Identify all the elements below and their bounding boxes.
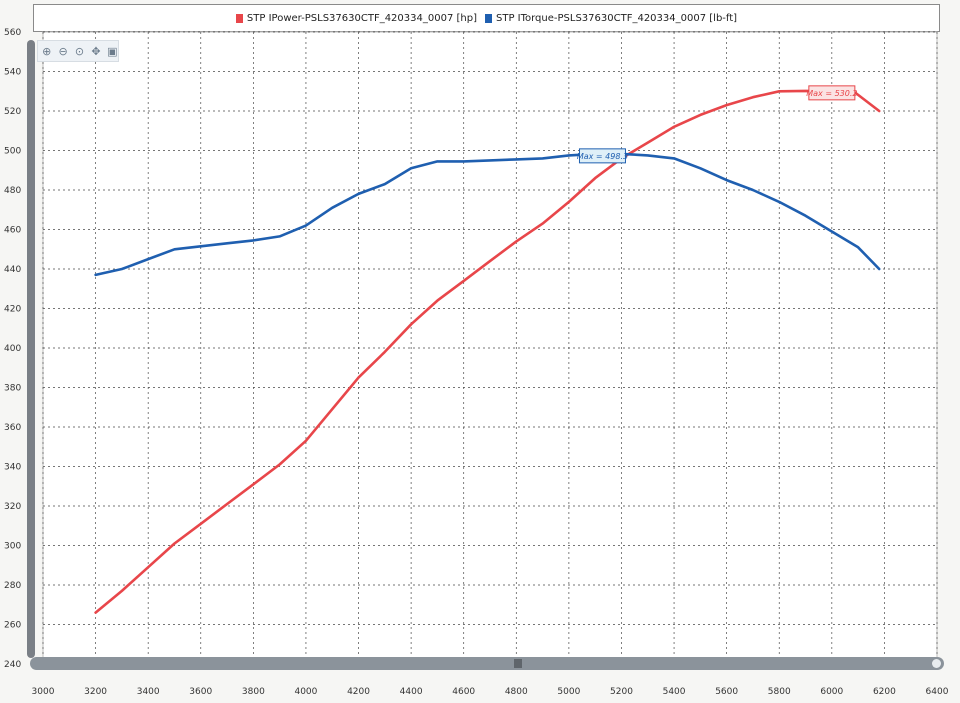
x-tick-label: 5000	[557, 687, 580, 697]
y-tick-label: 480	[4, 186, 21, 196]
series-line-power	[94, 89, 881, 614]
y-tick-label: 500	[4, 147, 21, 157]
y-tick-label: 340	[4, 463, 21, 473]
y-tick-label: 260	[4, 621, 21, 631]
y-tick-label: 280	[4, 581, 21, 591]
y-tick-label: 300	[4, 542, 21, 552]
scrollbar-end-handle[interactable]	[932, 659, 941, 668]
legend-swatch	[484, 13, 492, 23]
zoom-reset-icon[interactable]: ⊙	[74, 44, 85, 58]
zoom-box-icon[interactable]: ▣	[107, 44, 118, 58]
chart-toolbar: ⊕ ⊖ ⊙ ✥ ▣	[37, 40, 119, 62]
x-tick-label: 4600	[452, 687, 475, 697]
max-annotation-label: Max = 498.3	[577, 152, 628, 161]
legend-label: STP IPower-PSLS37630CTF_420334_0007 [hp]	[246, 12, 477, 24]
max-annotation-box	[808, 85, 856, 101]
horizontal-scrollbar[interactable]	[30, 657, 944, 670]
legend-swatch	[235, 13, 243, 23]
chart-legend: STP IPower-PSLS37630CTF_420334_0007 [hp]…	[33, 4, 940, 32]
y-tick-label: 460	[4, 226, 21, 236]
y-tick-label: 380	[4, 384, 21, 394]
max-annotation-box	[578, 148, 626, 164]
x-tick-label: 4800	[505, 687, 528, 697]
x-tick-label: 6400	[926, 687, 949, 697]
x-tick-label: 3600	[189, 687, 212, 697]
y-tick-label: 360	[4, 423, 21, 433]
y-tick-label: 400	[4, 344, 21, 354]
x-tick-label: 3800	[242, 687, 265, 697]
legend-label: STP ITorque-PSLS37630CTF_420334_0007 [lb…	[495, 12, 738, 24]
y-tick-label: 440	[4, 265, 21, 275]
y-tick-label: 320	[4, 502, 21, 512]
x-tick-label: 3000	[32, 687, 55, 697]
vertical-scrollbar[interactable]	[27, 40, 35, 658]
y-tick-label: 540	[4, 68, 21, 78]
legend-item[interactable]: STP ITorque-PSLS37630CTF_420334_0007 [lb…	[484, 12, 738, 24]
legend-item[interactable]: STP IPower-PSLS37630CTF_420334_0007 [hp]	[235, 12, 477, 24]
max-annotation-label: Max = 530.2	[806, 89, 857, 98]
y-tick-label: 240	[4, 660, 21, 670]
x-tick-label: 6200	[873, 687, 896, 697]
zoom-in-icon[interactable]: ⊕	[42, 44, 52, 58]
x-tick-label: 5400	[663, 687, 686, 697]
y-tick-label: 560	[4, 28, 21, 38]
x-tick-label: 5600	[715, 687, 738, 697]
x-tick-label: 4400	[400, 687, 423, 697]
x-tick-label: 6000	[820, 687, 843, 697]
zoom-out-icon[interactable]: ⊖	[58, 44, 68, 58]
x-tick-label: 4200	[347, 687, 370, 697]
x-tick-label: 4000	[294, 687, 317, 697]
y-tick-label: 520	[4, 107, 21, 117]
series-line-torque	[94, 152, 881, 277]
x-tick-label: 5800	[768, 687, 791, 697]
y-tick-label: 420	[4, 305, 21, 315]
pan-icon[interactable]: ✥	[91, 44, 101, 58]
x-tick-label: 5200	[610, 687, 633, 697]
x-tick-label: 3200	[84, 687, 107, 697]
scrollbar-thumb[interactable]	[514, 659, 522, 668]
x-tick-label: 3400	[137, 687, 160, 697]
